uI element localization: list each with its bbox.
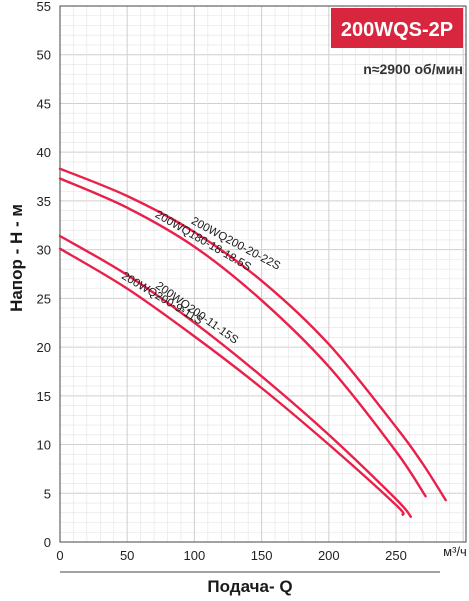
x-axis-unit: м³/ч [443, 544, 467, 559]
y-tick-label: 35 [37, 194, 51, 209]
chart-title-badge [331, 8, 463, 48]
y-axis-title: Напор - H - м [7, 204, 26, 312]
y-tick-label: 20 [37, 340, 51, 355]
x-tick-labels: 0 50 100 150 200 250 [56, 548, 406, 563]
series-line [58, 247, 405, 516]
chart-subtitle: n≈2900 об/мин [363, 61, 463, 77]
plot-frame [59, 5, 467, 543]
x-tick-label: 50 [120, 548, 134, 563]
series-lines [58, 167, 447, 518]
grid [59, 5, 466, 543]
x-tick-label: 200 [318, 548, 340, 563]
y-tick-label: 55 [37, 0, 51, 14]
series-line [58, 167, 447, 502]
x-axis-title: Подача- Q [207, 577, 292, 596]
x-tick-label: 150 [251, 548, 273, 563]
y-tick-label: 40 [37, 145, 51, 160]
y-tick-label: 10 [37, 438, 51, 453]
y-tick-label: 30 [37, 243, 51, 258]
y-tick-label: 45 [37, 96, 51, 111]
y-tick-label: 15 [37, 389, 51, 404]
y-tick-label: 0 [44, 535, 51, 550]
y-tick-label: 25 [37, 291, 51, 306]
y-tick-label: 50 [37, 48, 51, 63]
series-line [58, 177, 427, 498]
x-tick-label: 0 [56, 548, 63, 563]
y-tick-labels: 0 5 10 15 20 25 30 35 40 45 50 55 [37, 0, 51, 550]
series-line [58, 234, 412, 518]
x-tick-label: 100 [184, 548, 206, 563]
x-tick-label: 250 [385, 548, 407, 563]
y-tick-label: 5 [44, 486, 51, 501]
chart-title: 200WQS-2P [341, 19, 453, 41]
